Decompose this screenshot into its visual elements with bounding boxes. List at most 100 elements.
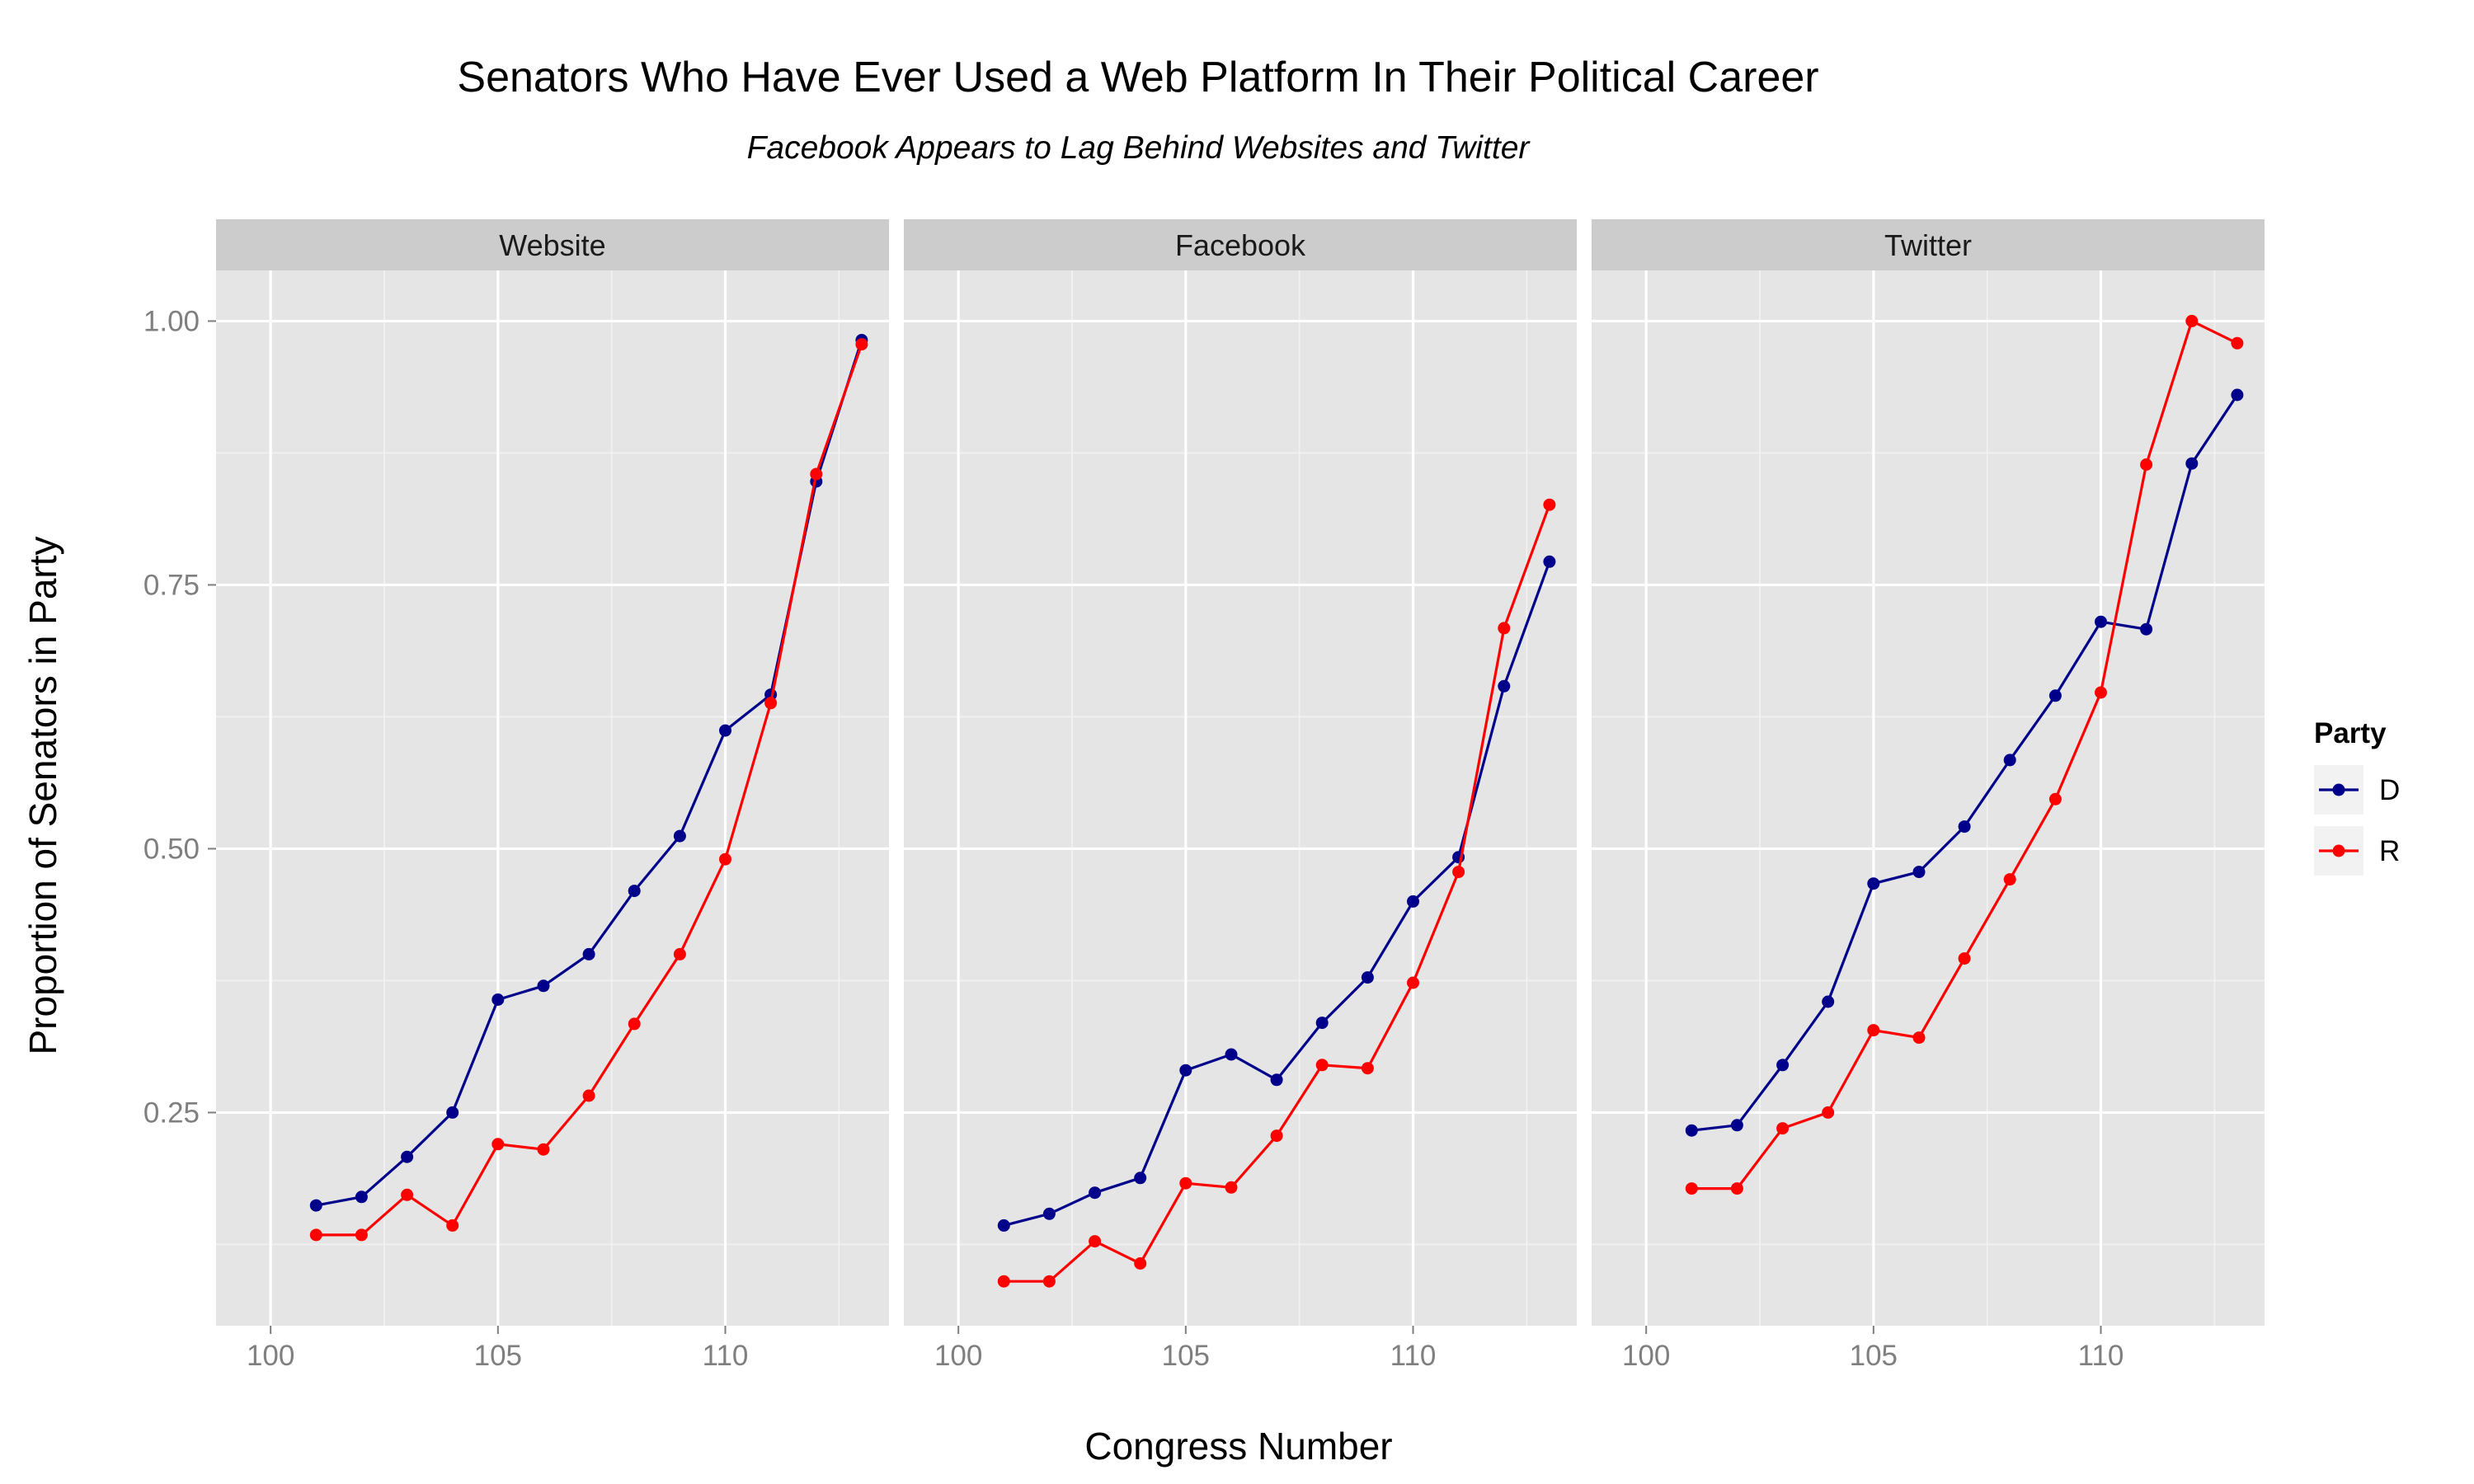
data-point-website-r (537, 1143, 550, 1156)
data-point-twitter-d (1685, 1124, 1698, 1137)
data-point-facebook-r (1361, 1062, 1374, 1075)
plot-background-facebook (904, 270, 1577, 1326)
y-tick-label: 0.25 (143, 1097, 200, 1129)
data-point-facebook-d (1543, 555, 1556, 568)
data-point-website-r (628, 1017, 641, 1031)
data-point-facebook-d (1270, 1073, 1283, 1087)
data-point-twitter-r (1685, 1182, 1698, 1195)
panel-twitter: Twitter 100 105 110 (1592, 219, 2265, 1372)
data-point-twitter-d (1822, 995, 1835, 1008)
data-point-facebook-r (1452, 866, 1465, 879)
data-point-twitter-d (1730, 1119, 1743, 1132)
data-point-facebook-r (1543, 498, 1556, 511)
data-point-website-d (673, 829, 686, 843)
y-tick-label: 0.50 (143, 833, 200, 865)
x-tick-label: 100 (1622, 1340, 1670, 1372)
data-point-website-d (628, 885, 641, 898)
data-point-website-r (810, 467, 823, 481)
x-tick-label: 105 (474, 1340, 522, 1372)
data-point-website-r (309, 1228, 322, 1242)
data-point-twitter-r (1822, 1106, 1835, 1119)
chart-subtitle: Facebook Appears to Lag Behind Websites … (746, 130, 1530, 166)
data-point-facebook-d (1225, 1048, 1238, 1061)
x-tick-label: 110 (703, 1340, 749, 1372)
panel-website: Website 100 105 110 (216, 219, 889, 1372)
data-point-facebook-d (1407, 895, 1419, 908)
x-tick-label: 110 (1390, 1340, 1437, 1372)
data-point-website-r (855, 338, 868, 351)
legend-key-point-d (2332, 783, 2345, 796)
data-point-twitter-r (2095, 686, 2107, 699)
panel-facebook: Facebook 100 105 110 (904, 219, 1577, 1372)
data-point-twitter-d (2231, 388, 2244, 402)
data-point-facebook-r (1179, 1176, 1192, 1190)
facet-label-website: Website (499, 228, 605, 262)
data-point-website-d (401, 1150, 414, 1163)
legend: Party D R (2314, 717, 2400, 876)
data-point-website-r (355, 1228, 368, 1242)
data-point-twitter-r (2140, 458, 2153, 471)
legend-label-r: R (2379, 835, 2400, 867)
data-point-facebook-r (1498, 622, 1511, 635)
data-point-website-d (582, 947, 595, 960)
data-point-twitter-d (2140, 622, 2153, 636)
data-point-twitter-d (2003, 754, 2016, 767)
legend-title: Party (2314, 717, 2387, 749)
data-point-twitter-r (2185, 314, 2199, 327)
data-point-twitter-d (1958, 820, 1971, 834)
facet-strip-facebook (904, 219, 1577, 270)
y-tick-label: 1.00 (143, 305, 200, 337)
data-point-website-d (492, 993, 505, 1006)
facet-label-facebook: Facebook (1175, 228, 1306, 262)
x-tick-label: 110 (2078, 1340, 2124, 1372)
data-point-facebook-r (997, 1275, 1010, 1288)
legend-key-point-r (2332, 844, 2345, 857)
data-point-facebook-d (1361, 971, 1374, 984)
data-point-website-r (492, 1138, 505, 1151)
data-point-twitter-r (2003, 873, 2016, 886)
data-point-website-d (309, 1199, 322, 1212)
x-tick-label: 105 (1850, 1340, 1898, 1372)
chart-title: Senators Who Have Ever Used a Web Platfo… (457, 54, 1819, 101)
data-point-twitter-r (1730, 1182, 1743, 1195)
data-point-website-d (537, 979, 550, 993)
x-tick-label: 100 (934, 1340, 982, 1372)
data-point-website-r (764, 697, 778, 710)
data-point-facebook-r (1225, 1181, 1238, 1194)
data-point-twitter-d (2048, 689, 2062, 702)
data-point-twitter-d (1776, 1059, 1790, 1072)
data-point-twitter-r (1912, 1031, 1926, 1045)
data-point-facebook-d (1042, 1207, 1056, 1220)
facet-label-twitter: Twitter (1884, 228, 1972, 262)
data-point-facebook-d (1315, 1017, 1329, 1030)
x-tick-label: 100 (247, 1340, 294, 1372)
data-point-website-r (582, 1089, 595, 1102)
data-point-twitter-d (1867, 877, 1880, 890)
data-point-facebook-d (1498, 679, 1511, 693)
data-point-facebook-r (1315, 1059, 1329, 1072)
data-point-website-r (719, 852, 731, 866)
data-point-twitter-d (2095, 615, 2107, 628)
data-point-facebook-r (1407, 976, 1419, 989)
data-point-facebook-d (1134, 1172, 1147, 1185)
legend-label-d: D (2379, 774, 2400, 806)
data-point-facebook-r (1042, 1275, 1056, 1288)
data-point-facebook-r (1270, 1129, 1283, 1143)
data-point-twitter-r (2231, 336, 2244, 350)
data-point-twitter-r (1958, 952, 1971, 965)
data-point-website-r (401, 1188, 414, 1201)
facet-strip-website (216, 219, 889, 270)
data-point-website-d (355, 1190, 368, 1204)
facet-strip-twitter (1592, 219, 2265, 270)
data-point-twitter-d (2185, 457, 2199, 470)
data-point-facebook-d (1089, 1186, 1102, 1200)
data-point-twitter-r (1776, 1122, 1790, 1135)
y-axis-label: Proportion of Senators in Party (21, 537, 64, 1055)
data-point-twitter-r (1867, 1024, 1880, 1037)
data-point-website-d (719, 724, 731, 737)
x-axis-label: Congress Number (1084, 1425, 1392, 1468)
y-tick-label: 0.75 (143, 569, 200, 601)
